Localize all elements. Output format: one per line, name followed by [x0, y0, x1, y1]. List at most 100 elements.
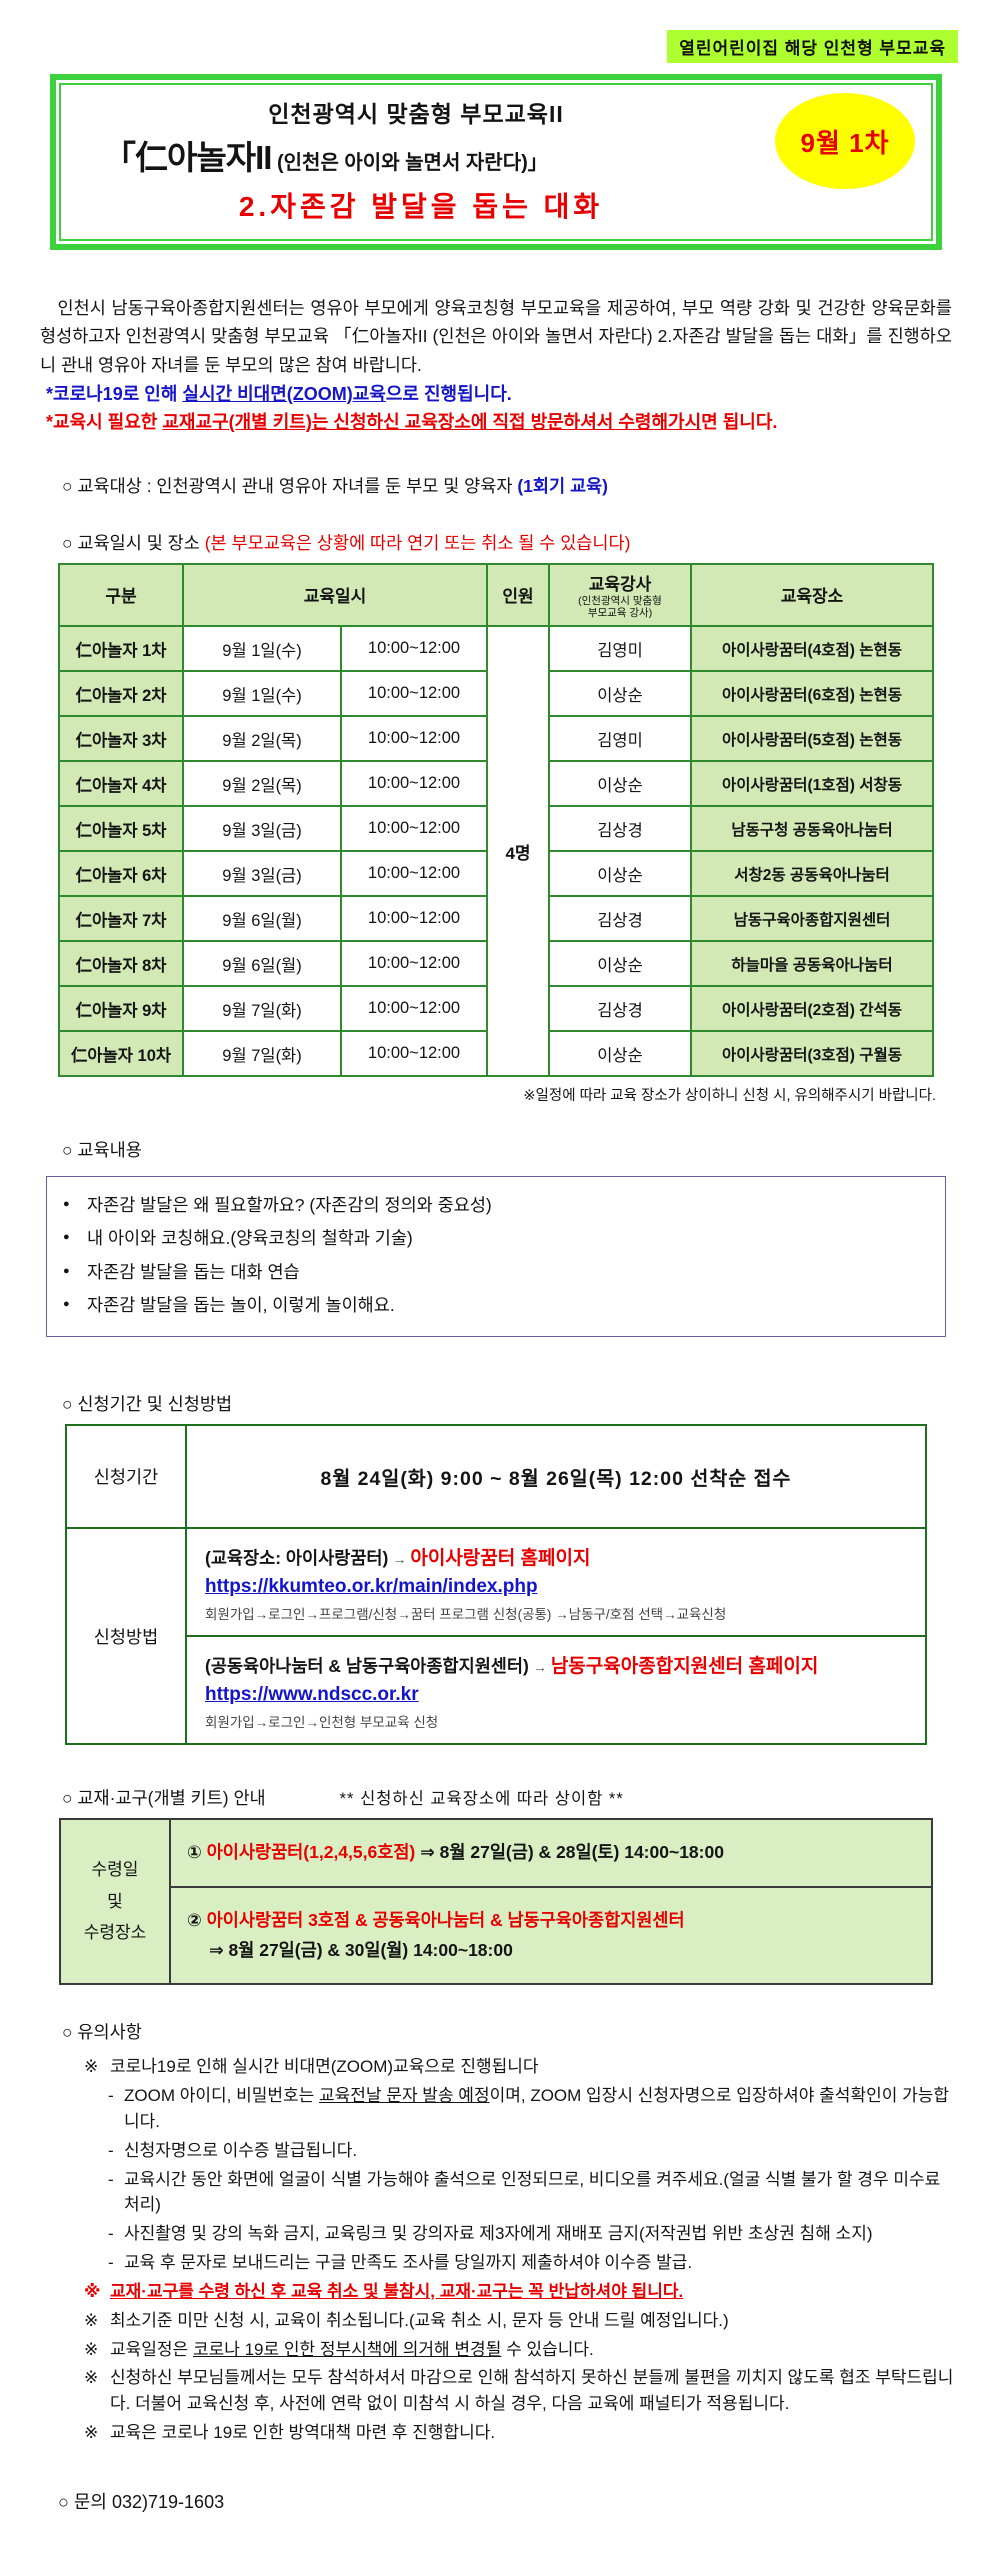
caution-text: 교육일정은 코로나 19로 인한 정부시책에 의거해 변경될 수 있습니다.: [110, 2337, 954, 2363]
col-header-teacher: 교육강사 (인천광역시 맞춤형 부모교육 강사): [548, 562, 692, 628]
apply-method-1: (교육장소: 아이사랑꿈터) → 아이사랑꿈터 홈페이지 https://kkumt…: [185, 1527, 927, 1637]
schedule-row: 仁아놀자 8차 9월 6일(월) 10:00~12:00 이상순 하늘마을 공동…: [58, 940, 934, 987]
session-date: 9월 6일(월): [182, 940, 342, 987]
title-line3: 2.자존감 발달을 돕는 대화: [238, 191, 604, 222]
banner-label: 열린어린이집 해당 인천형 부모교육: [667, 30, 958, 63]
zoom-note-post: 으로 진행됩니다.: [385, 384, 512, 405]
caution-item: ※ 신청하신 부모님들께서는 모두 참석하셔서 마감으로 인해 참석하지 못하신…: [62, 2365, 954, 2417]
session-time: 10:00~12:00: [340, 850, 488, 897]
teacher-header-main: 교육강사: [588, 574, 652, 594]
kit1-place: 아이사랑꿈터(1,2,4,5,6호점): [206, 1842, 416, 1862]
kit-table: 수령일 및 수령장소 ① 아이사랑꿈터(1,2,4,5,6호점) ⇒ 8월 27…: [59, 1817, 933, 1986]
schedule-row: 仁아놀자 9차 9월 7일(화) 10:00~12:00 김상경 아이사랑꿈터(…: [58, 985, 934, 1032]
content-bullet: ● 자존감 발달은 왜 필요할까요? (자존감의 정의와 중요성): [63, 1189, 929, 1222]
session-name: 仁아놀자 4차: [58, 760, 184, 807]
kit-info-2: ② 아이사랑꿈터 3호점 & 공동육아나눔터 & 남동구육아종합지원센터 ⇒ 8…: [169, 1885, 933, 1986]
caution-item: - 사진촬영 및 강의 녹화 금지, 교육링크 및 강의자료 제3자에게 재배포…: [62, 2221, 954, 2247]
schedule-row: 仁아놀자 3차 9월 2일(목) 10:00~12:00 김영미 아이사랑꿈터(…: [58, 715, 934, 762]
session-teacher: 이상순: [548, 670, 692, 717]
caution-text-part: 수 있습니다.: [501, 2339, 594, 2359]
session-time: 10:00~12:00: [340, 985, 488, 1032]
teacher-header-sub: (인천광역시 맞춤형 부모교육 강사): [578, 594, 662, 620]
content-heading: ○ 교육내용: [62, 1140, 142, 1160]
title-sub: (인천은 아이와 놀면서 자란다)」: [271, 152, 548, 174]
kit-note: *교육시 필요한 교재교구(개별 키트)는 신청하신 교육장소에 직접 방문하셔…: [46, 409, 952, 437]
star-marker: ※: [84, 2339, 99, 2359]
method1-intro: (교육장소: 아이사랑꿈터): [205, 1548, 389, 1568]
content-bullet: ● 내 아이와 코칭해요.(양육코칭의 철학과 기술): [63, 1222, 929, 1255]
apply-method-row-1: 신청방법 (교육장소: 아이사랑꿈터) → 아이사랑꿈터 홈페이지 https://…: [65, 1527, 927, 1745]
session-name: 仁아놀자 5차: [58, 805, 184, 852]
method2-site: 남동구육아종합지원센터 홈페이지: [550, 1656, 819, 1677]
ndscc-link[interactable]: https://www.ndscc.or.kr: [205, 1684, 419, 1705]
session-time: 10:00~12:00: [340, 670, 488, 717]
session-place: 남동구청 공동육아나눔터: [690, 805, 934, 852]
caution-text-part: 이며, ZOOM 입장시 신청자명으로 입장하셔야 출석확인이 가능합니다.: [124, 2086, 950, 2131]
kit1-datetime: ⇒ 8월 27일(금) & 28일(토) 14:00~18:00: [415, 1842, 724, 1862]
kkumteo-link[interactable]: https://kkumteo.or.kr/main/index.php: [205, 1576, 538, 1597]
schedule-heading-text: ○ 교육일시 및 장소: [62, 532, 205, 553]
session-date: 9월 3일(금): [182, 850, 342, 897]
schedule-table: 구분 교육일시 인원 교육강사 (인천광역시 맞춤형 부모교육 강사) 교육장소 …: [58, 562, 934, 1077]
kit2-datetime: ⇒ 8월 27일(금) & 30일(월) 14:00~18:00: [209, 1939, 513, 1960]
target-text: ○ 교육대상 : 인천광역시 관내 영유아 자녀를 둔 부모 및 양육자: [62, 475, 518, 496]
title-box-inner: 인천광역시 맞춤형 부모교육II 「仁아놀자II (인천은 아이와 놀면서 자란…: [59, 83, 933, 241]
title-main: 「仁아놀자II: [103, 139, 272, 176]
target-highlight: (1회기 교육): [517, 475, 608, 496]
caution-text-underline: 코로나 19로 인한 정부시책에 의거해 변경될: [192, 2339, 502, 2359]
kit-note-underline: 교재교구(개별 키트)는 신청하신 교육장소에 직접 방문하셔서 수령해가시: [162, 411, 702, 432]
kit-info-1: ① 아이사랑꿈터(1,2,4,5,6호점) ⇒ 8월 27일(금) & 28일(…: [169, 1818, 933, 1888]
caution-item: ※ 교재·교구를 수령 하신 후 교육 취소 및 불참시, 교재·교구는 꼭 반…: [62, 2279, 954, 2305]
session-time: 10:00~12:00: [340, 760, 488, 807]
apply-method-row-2: (공동육아나눔터 & 남동구육아종합지원센터) → 남동구육아종합지원센터 홈페이지…: [66, 1635, 927, 1745]
kit-note-post: 면 됩니다.: [701, 411, 778, 432]
col-header-datetime: 교육일시: [182, 562, 488, 628]
kit-label: 수령일 및 수령장소: [59, 1817, 171, 1986]
zoom-note-pre: *코로나19로 인해: [46, 384, 183, 405]
schedule-row: 仁아놀자 2차 9월 1일(수) 10:00~12:00 이상순 아이사랑꿈터(…: [58, 670, 934, 717]
caution-text: 신청자명으로 이수증 발급됩니다.: [124, 2140, 358, 2160]
session-time: 10:00~12:00: [340, 895, 488, 942]
schedule-row: 仁아놀자 4차 9월 2일(목) 10:00~12:00 이상순 아이사랑꿈터(…: [58, 760, 934, 807]
kit2-line1: ② 아이사랑꿈터 3호점 & 공동육아나눔터 & 남동구육아종합지원센터: [187, 1906, 915, 1936]
arrow-icon: →: [392, 1551, 407, 1567]
content-bullet: ● 자존감 발달을 돕는 대화 연습: [63, 1256, 929, 1289]
kit-heading-row: ○ 교재·교구(개별 키트) 안내 ** 신청하신 교육장소에 따라 상이함 *…: [62, 1785, 952, 1810]
caution-item: - 교육 후 문자로 보내드리는 구글 만족도 조사를 당일까지 제출하셔야 이…: [62, 2250, 954, 2276]
session-place: 서창2동 공동육아나눔터: [690, 850, 934, 897]
dash-marker: -: [108, 2224, 114, 2244]
caution-item: ※ 교육일정은 코로나 19로 인한 정부시책에 의거해 변경될 수 있습니다.: [62, 2337, 954, 2363]
schedule-header-row: 구분 교육일시 인원 교육강사 (인천광역시 맞춤형 부모교육 강사) 교육장소: [58, 562, 934, 628]
session-name: 仁아놀자 2차: [58, 670, 184, 717]
session-place: 아이사랑꿈터(1호점) 서창동: [690, 760, 934, 807]
title-box: 인천광역시 맞춤형 부모교육II 「仁아놀자II (인천은 아이와 놀면서 자란…: [50, 74, 942, 250]
kit1-number: ①: [187, 1842, 207, 1862]
banner-row: 열린어린이집 해당 인천형 부모교육: [0, 0, 992, 63]
dash-marker: -: [108, 2086, 114, 2106]
bullet-icon: ●: [63, 1198, 70, 1210]
caution-text: 코로나19로 인해 실시간 비대면(ZOOM)교육으로 진행됩니다: [110, 2057, 539, 2077]
bullet-icon: ●: [63, 1297, 70, 1310]
session-time: 10:00~12:00: [340, 715, 488, 762]
content-bullet: ● 자존감 발달을 돕는 놀이, 이렇게 놀이해요.: [63, 1289, 929, 1322]
kit-heading: ○ 교재·교구(개별 키트) 안내: [62, 1788, 266, 1808]
session-place: 아이사랑꿈터(2호점) 간석동: [690, 985, 934, 1032]
kit-row-2: ② 아이사랑꿈터 3호점 & 공동육아나눔터 & 남동구육아종합지원센터 ⇒ 8…: [60, 1885, 933, 1986]
apply-method-2: (공동육아나눔터 & 남동구육아종합지원센터) → 남동구육아종합지원센터 홈페이지…: [185, 1635, 927, 1745]
caution-text: 사진촬영 및 강의 녹화 금지, 교육링크 및 강의자료 제3자에게 재배포 금…: [124, 2224, 873, 2244]
col-header-capacity: 인원: [486, 562, 550, 628]
caution-item: ※ 교육은 코로나 19로 인한 방역대책 마련 후 진행합니다.: [62, 2420, 954, 2446]
method2-intro: (공동육아나눔터 & 남동구육아종합지원센터): [205, 1656, 529, 1676]
session-teacher: 김상경: [548, 985, 692, 1032]
col-header-place: 교육장소: [690, 562, 934, 628]
schedule-row: 仁아놀자 6차 9월 3일(금) 10:00~12:00 이상순 서창2동 공동…: [58, 850, 934, 897]
caution-text: 최소기준 미만 신청 시, 교육이 취소됩니다.(교육 취소 시, 문자 등 안…: [110, 2310, 729, 2330]
caution-item: - 신청자명으로 이수증 발급됩니다.: [62, 2138, 954, 2164]
dash-marker: -: [108, 2140, 114, 2160]
education-target-line: ○ 교육대상 : 인천광역시 관내 영유아 자녀를 둔 부모 및 양육자 (1회…: [62, 473, 952, 498]
session-name: 仁아놀자 9차: [58, 985, 184, 1032]
session-date: 9월 6일(월): [182, 895, 342, 942]
caution-text: 교육시간 동안 화면에 얼굴이 식별 가능해야 출석으로 인정되므로, 비디오를…: [124, 2169, 941, 2215]
apply-period-label: 신청기간: [65, 1424, 187, 1529]
caution-item: ※ 최소기준 미만 신청 시, 교육이 취소됩니다.(교육 취소 시, 문자 등…: [62, 2308, 954, 2334]
